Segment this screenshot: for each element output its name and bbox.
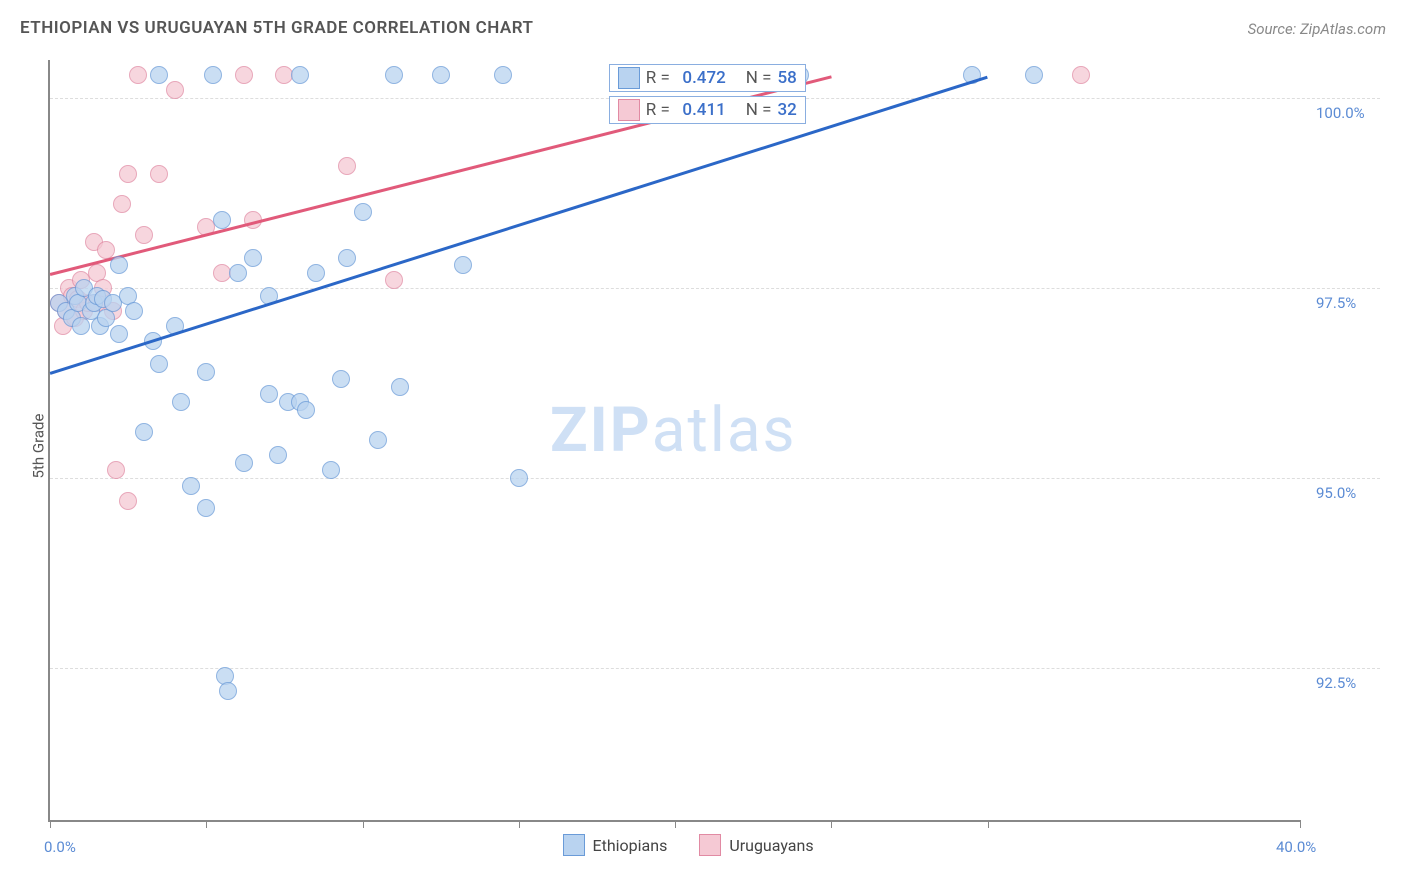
n-label: N = (746, 68, 772, 88)
x-min-label: 0.0% (44, 838, 76, 856)
ethiopians-trendline (50, 75, 988, 374)
x-max-label: 40.0% (1276, 838, 1316, 856)
ethiopians-point (244, 249, 262, 267)
ethiopians-point (332, 370, 350, 388)
legend-label: Uruguayans (729, 836, 813, 855)
source-label: Source: ZipAtlas.com (1248, 20, 1386, 38)
ethiopians-point (1025, 66, 1043, 84)
x-tick (50, 820, 51, 828)
r-label: R = (646, 68, 670, 88)
ethiopians-point (72, 317, 90, 335)
ethiopians-point (229, 264, 247, 282)
stats-box: R = 0.411 N =32 (609, 96, 806, 124)
legend-swatch (618, 99, 640, 121)
ethiopians-point (454, 256, 472, 274)
ethiopians-point (204, 66, 222, 84)
chart-container: ETHIOPIAN VS URUGUAYAN 5TH GRADE CORRELA… (0, 0, 1406, 892)
plot-area: 92.5%95.0%97.5%100.0%0.0%40.0%ZIPatlasR … (48, 60, 1300, 822)
n-value: 58 (777, 68, 796, 88)
ethiopians-point (391, 378, 409, 396)
ethiopians-point (235, 454, 253, 472)
ethiopians-point (125, 302, 143, 320)
ethiopians-point (494, 66, 512, 84)
ethiopians-point (150, 66, 168, 84)
y-axis-label: 5th Grade (29, 414, 47, 479)
x-tick (675, 820, 676, 828)
r-value: 0.411 (676, 100, 726, 120)
legend-swatch (699, 834, 721, 856)
ethiopians-point (322, 461, 340, 479)
y-tick-label: 97.5% (1316, 294, 1356, 312)
gridline (50, 668, 1380, 669)
gridline (50, 288, 1380, 289)
n-label: N = (746, 100, 772, 120)
ethiopians-point (385, 66, 403, 84)
ethiopians-point (291, 66, 309, 84)
r-label: R = (646, 100, 670, 120)
uruguayans-point (113, 195, 131, 213)
ethiopians-point (213, 211, 231, 229)
uruguayans-point (129, 66, 147, 84)
x-tick (1300, 820, 1301, 828)
uruguayans-point (235, 66, 253, 84)
stats-box: R = 0.472 N =58 (609, 64, 806, 92)
chart-title: ETHIOPIAN VS URUGUAYAN 5TH GRADE CORRELA… (20, 18, 534, 38)
uruguayans-point (166, 81, 184, 99)
ethiopians-point (150, 355, 168, 373)
ethiopians-point (269, 446, 287, 464)
bottom-legend: Ethiopians Uruguayans (563, 834, 838, 856)
watermark: ZIPatlas (550, 394, 797, 467)
ethiopians-point (297, 401, 315, 419)
ethiopians-point (510, 469, 528, 487)
y-tick-label: 100.0% (1316, 104, 1365, 122)
y-tick-label: 92.5% (1316, 674, 1356, 692)
x-tick (988, 820, 989, 828)
ethiopians-point (354, 203, 372, 221)
ethiopians-point (182, 477, 200, 495)
uruguayans-point (119, 165, 137, 183)
ethiopians-point (197, 499, 215, 517)
uruguayans-point (150, 165, 168, 183)
x-tick (206, 820, 207, 828)
uruguayans-point (119, 492, 137, 510)
uruguayans-point (385, 271, 403, 289)
uruguayans-point (135, 226, 153, 244)
ethiopians-point (110, 325, 128, 343)
ethiopians-point (432, 66, 450, 84)
y-tick-label: 95.0% (1316, 484, 1356, 502)
ethiopians-point (172, 393, 190, 411)
ethiopians-point (110, 256, 128, 274)
uruguayans-point (107, 461, 125, 479)
legend-swatch (563, 834, 585, 856)
r-value: 0.472 (676, 68, 726, 88)
x-tick (519, 820, 520, 828)
uruguayans-point (1072, 66, 1090, 84)
ethiopians-point (307, 264, 325, 282)
n-value: 32 (777, 100, 796, 120)
ethiopians-point (219, 682, 237, 700)
legend-swatch (618, 67, 640, 89)
ethiopians-point (197, 363, 215, 381)
x-tick (363, 820, 364, 828)
ethiopians-point (369, 431, 387, 449)
gridline (50, 478, 1380, 479)
uruguayans-point (338, 157, 356, 175)
ethiopians-point (338, 249, 356, 267)
x-tick (831, 820, 832, 828)
ethiopians-point (260, 385, 278, 403)
ethiopians-point (135, 423, 153, 441)
legend-label: Ethiopians (593, 836, 668, 855)
